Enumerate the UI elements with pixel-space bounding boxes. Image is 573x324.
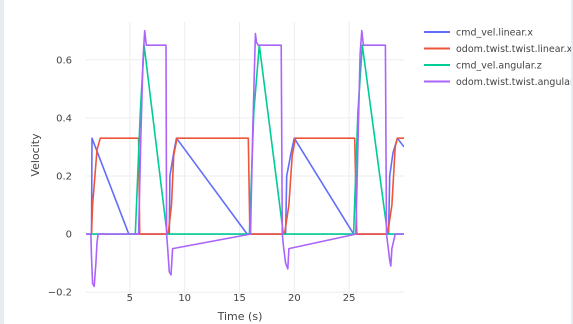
- legend-item[interactable]: cmd_vel.linear.x: [424, 28, 533, 39]
- x-tick-label: 10: [178, 293, 191, 304]
- x-tick-label: 20: [288, 293, 301, 304]
- axis-ticks: 5 10 15 20 25 −0.2 0 0.2 0.4 0.6: [48, 55, 356, 304]
- x-tick-label: 25: [343, 293, 356, 304]
- legend-item[interactable]: cmd_vel.angular.z: [424, 61, 542, 72]
- series-lines: [86, 29, 404, 288]
- y-tick-label: −0.2: [48, 288, 72, 299]
- velocity-line-chart: 5 10 15 20 25 −0.2 0 0.2 0.4 0.6 Time (s) Velocit…: [29, 22, 571, 323]
- y-tick-label: 0.2: [56, 171, 72, 182]
- legend: cmd_vel.linear.x odom.twist.twist.linear.…: [424, 28, 571, 88]
- legend-item[interactable]: odom.twist.twist.angular.z: [424, 77, 571, 88]
- legend-label: cmd_vel.linear.x: [456, 28, 533, 39]
- legend-item[interactable]: odom.twist.twist.linear.x: [424, 44, 571, 55]
- x-tick-label: 15: [233, 293, 246, 304]
- y-tick-label: 0: [66, 230, 72, 241]
- legend-label: odom.twist.twist.linear.x: [456, 44, 571, 55]
- x-axis-title: Time (s): [217, 310, 263, 323]
- chart-frame: 5 10 15 20 25 −0.2 0 0.2 0.4 0.6 Time (s) Velocit…: [4, 0, 571, 324]
- y-tick-label: 0.4: [56, 113, 72, 124]
- x-tick-label: 5: [127, 293, 133, 304]
- legend-label: odom.twist.twist.angular.z: [456, 77, 571, 88]
- legend-label: cmd_vel.angular.z: [456, 61, 542, 72]
- series-line-4: [86, 29, 404, 288]
- y-axis-title: Velocity: [29, 133, 42, 177]
- y-tick-label: 0.6: [56, 55, 72, 66]
